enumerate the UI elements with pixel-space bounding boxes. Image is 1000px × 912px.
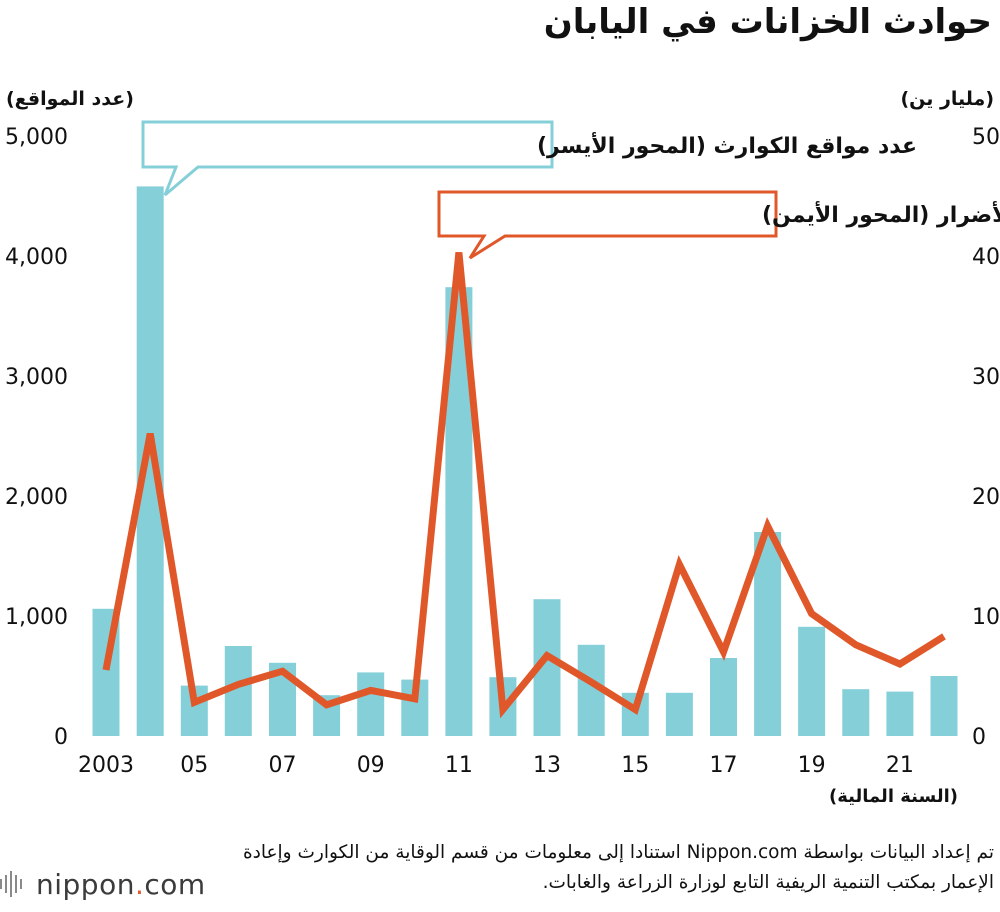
legend-callout-cost: تكلفة الأضرار (المحور الأيمن): [437, 190, 1000, 260]
bar-2020: [842, 689, 870, 736]
callout-box: [437, 190, 778, 260]
bar-2017: [710, 658, 737, 736]
y-right-tick-label: 0: [972, 725, 986, 750]
y-right-tick-label: 40: [972, 245, 1000, 270]
legend-callout-sites: عدد مواقع الكوارث (المحور الأيسر): [141, 120, 917, 197]
callout-box: [141, 120, 554, 197]
nippon-logo: nippon.com: [0, 864, 206, 904]
x-tick-label: 13: [533, 753, 561, 778]
bar-2016: [665, 692, 693, 736]
y-left-tick-label: 3,000: [5, 365, 68, 390]
bar-2022: [930, 676, 958, 736]
x-tick-label: 19: [798, 753, 826, 778]
x-tick-label: 2003: [78, 753, 134, 778]
y-left-tick-label: 0: [54, 725, 68, 750]
x-tick-label: 11: [445, 753, 473, 778]
left-axis-unit: (عدد المواقع): [6, 88, 134, 110]
chart-title: حوادث الخزانات في اليابان: [543, 2, 992, 42]
y-right-tick-label: 30: [972, 365, 1000, 390]
x-tick-label: 05: [180, 753, 208, 778]
legend-label-sites: عدد مواقع الكوارث (المحور الأيسر): [537, 131, 917, 159]
y-left-tick-label: 5,000: [5, 125, 68, 150]
damage-cost-line: [102, 252, 946, 719]
bar-2004: [136, 186, 164, 736]
logo-mark-icon: [0, 864, 28, 904]
y-right-tick-label: 50: [972, 125, 1000, 150]
logo-wordmark: nippon.com: [36, 867, 206, 901]
y-right-tick-label: 10: [972, 605, 1000, 630]
right-axis-unit: (مليار ين): [900, 88, 994, 110]
bar-2018: [754, 532, 782, 736]
source-note: تم إعداد البيانات بواسطة Nippon.com استن…: [242, 842, 994, 893]
y-left-tick-label: 4,000: [5, 245, 68, 270]
x-tick-label: 17: [710, 753, 738, 778]
y-right-tick-label: 20: [972, 485, 1000, 510]
x-tick-label: 07: [269, 753, 297, 778]
x-axis-title: (السنة المالية): [828, 786, 958, 807]
x-tick-label: 09: [357, 753, 385, 778]
y-left-tick-label: 1,000: [5, 605, 68, 630]
bar-2019: [798, 626, 826, 736]
legend-label-cost: تكلفة الأضرار (المحور الأيمن): [762, 200, 1000, 228]
bar-2009: [357, 672, 385, 736]
x-tick-label: 15: [621, 753, 649, 778]
bar-2021: [886, 691, 914, 736]
y-left-tick-label: 2,000: [5, 485, 68, 510]
x-tick-label: 21: [886, 753, 914, 778]
